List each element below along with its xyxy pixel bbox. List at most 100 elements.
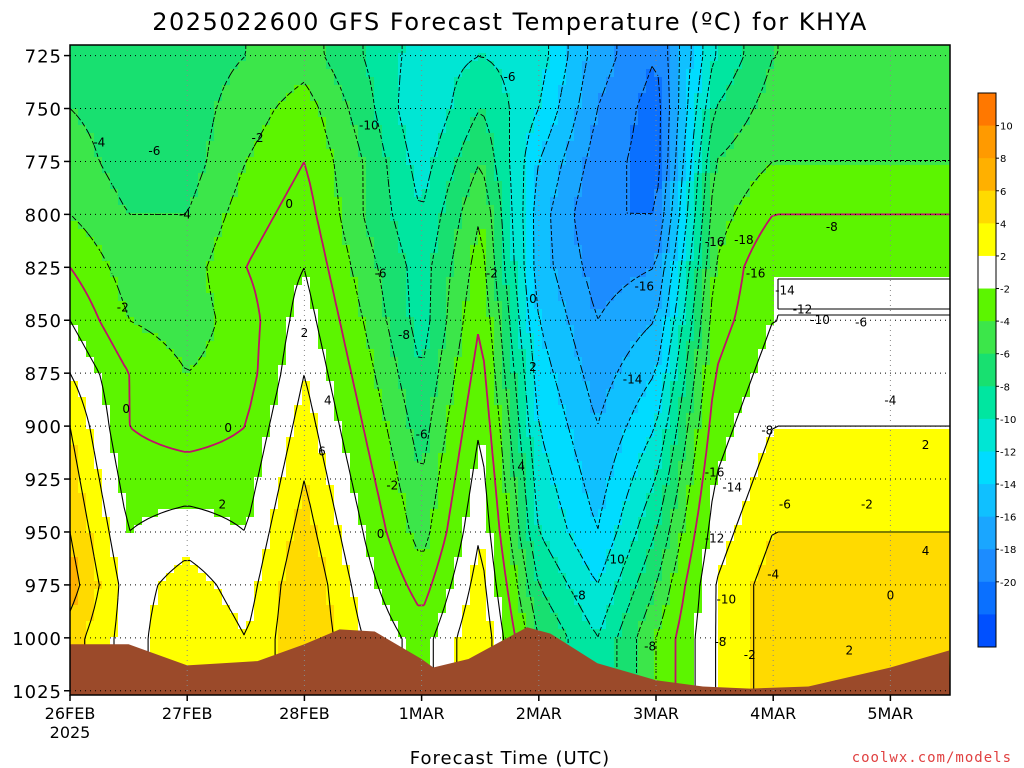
field-cell	[102, 629, 111, 638]
field-cell	[94, 613, 103, 622]
field-cell	[542, 469, 551, 478]
field-cell	[238, 261, 247, 270]
field-cell	[102, 69, 111, 78]
field-cell	[318, 365, 327, 374]
field-cell	[126, 453, 135, 462]
field-cell	[526, 213, 535, 222]
field-cell	[206, 565, 215, 574]
field-cell	[366, 325, 375, 334]
field-cell	[478, 381, 487, 390]
field-cell	[342, 301, 351, 310]
field-cell	[118, 133, 127, 142]
field-cell	[318, 149, 327, 158]
field-cell	[406, 125, 415, 134]
field-cell	[294, 157, 303, 166]
field-cell	[222, 229, 231, 238]
field-cell	[158, 637, 167, 646]
field-cell	[238, 653, 247, 662]
field-cell	[206, 197, 215, 206]
field-cell	[246, 613, 255, 622]
field-cell	[550, 197, 559, 206]
field-cell	[470, 205, 479, 214]
field-cell	[214, 485, 223, 494]
field-cell	[366, 541, 375, 550]
field-cell	[358, 309, 367, 318]
field-cell	[422, 389, 431, 398]
field-cell	[86, 485, 95, 494]
field-cell	[326, 461, 335, 470]
field-cell	[310, 293, 319, 302]
field-cell	[286, 101, 295, 110]
field-cell	[382, 405, 391, 414]
field-cell	[542, 413, 551, 422]
field-cell	[302, 469, 311, 478]
field-cell	[134, 133, 143, 142]
field-cell	[142, 469, 151, 478]
field-cell	[230, 469, 239, 478]
field-cell	[358, 485, 367, 494]
field-cell	[438, 453, 447, 462]
field-cell	[134, 437, 143, 446]
field-cell	[214, 85, 223, 94]
field-cell	[422, 277, 431, 286]
field-cell	[486, 405, 495, 414]
field-cell	[382, 109, 391, 118]
field-cell	[318, 493, 327, 502]
field-cell	[494, 405, 503, 414]
field-cell	[486, 461, 495, 470]
field-cell	[454, 245, 463, 254]
field-cell	[174, 165, 183, 174]
field-cell	[214, 557, 223, 566]
field-cell	[286, 629, 295, 638]
field-cell	[158, 517, 167, 526]
field-cell	[446, 277, 455, 286]
field-cell	[86, 389, 95, 398]
field-cell	[142, 53, 151, 62]
field-cell	[542, 157, 551, 166]
field-cell	[382, 165, 391, 174]
field-cell	[318, 477, 327, 486]
field-cell	[126, 301, 135, 310]
field-cell	[430, 485, 439, 494]
field-cell	[262, 533, 271, 542]
field-cell	[214, 421, 223, 430]
field-cell	[374, 525, 383, 534]
field-cell	[70, 629, 79, 638]
field-cell	[78, 277, 87, 286]
field-cell	[150, 453, 159, 462]
field-cell	[86, 557, 95, 566]
field-cell	[294, 53, 303, 62]
field-cell	[230, 349, 239, 358]
field-cell	[342, 413, 351, 422]
field-cell	[406, 165, 415, 174]
field-cell	[358, 317, 367, 326]
field-cell	[302, 325, 311, 334]
field-cell	[278, 549, 287, 558]
field-cell	[502, 101, 511, 110]
field-cell	[110, 293, 119, 302]
field-cell	[302, 93, 311, 102]
field-cell	[78, 581, 87, 590]
field-cell	[286, 381, 295, 390]
field-cell	[286, 293, 295, 302]
field-cell	[358, 293, 367, 302]
field-cell	[94, 229, 103, 238]
field-cell	[110, 45, 119, 54]
field-cell	[286, 261, 295, 270]
field-cell	[222, 253, 231, 262]
field-cell	[166, 237, 175, 246]
field-cell	[262, 285, 271, 294]
field-cell	[478, 149, 487, 158]
field-cell	[238, 469, 247, 478]
field-cell	[542, 485, 551, 494]
field-cell	[78, 389, 87, 398]
field-cell	[422, 125, 431, 134]
field-cell	[214, 365, 223, 374]
field-cell	[182, 445, 191, 454]
field-cell	[286, 517, 295, 526]
field-cell	[398, 205, 407, 214]
field-cell	[462, 53, 471, 62]
field-cell	[198, 277, 207, 286]
field-cell	[102, 589, 111, 598]
field-cell	[470, 525, 479, 534]
